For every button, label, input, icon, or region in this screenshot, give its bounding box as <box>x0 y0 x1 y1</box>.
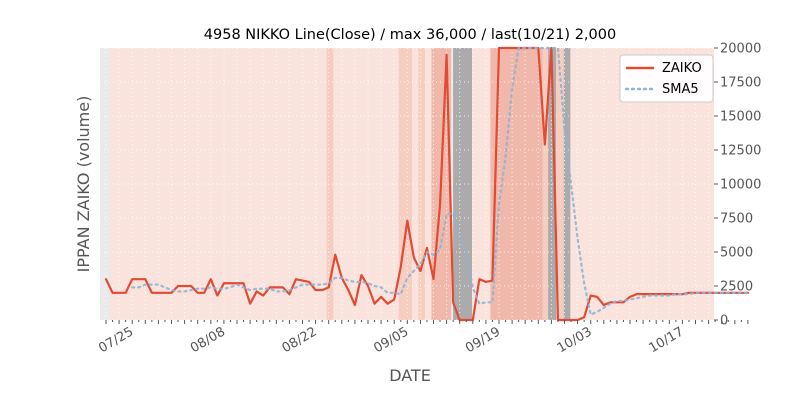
y-tick-label: 10000 <box>720 178 761 193</box>
y-tick-label: 12500 <box>720 144 761 159</box>
y-tick-label: 2500 <box>720 280 753 295</box>
legend-box <box>619 54 714 103</box>
gridlines <box>100 47 749 321</box>
shaded-band <box>556 48 564 320</box>
shaded-band <box>542 48 550 320</box>
shaded-band <box>453 48 473 320</box>
y-axis-title: IPPAN ZAIKO (volume) <box>74 96 93 273</box>
y-tick-label: 17500 <box>720 76 761 91</box>
shaded-band <box>326 48 334 320</box>
chart-title: 4958 NIKKO Line(Close) / max 36,000 / la… <box>204 27 616 43</box>
series-line-sma5 <box>131 46 749 316</box>
y-tick-label: 15000 <box>720 110 761 125</box>
series-lines <box>104 46 749 322</box>
y-tick-label: 7500 <box>720 212 753 227</box>
shaded-band <box>418 48 425 320</box>
legend-label-sma5: SMA5 <box>662 82 699 97</box>
x-axis-title: DATE <box>389 366 431 385</box>
y-tick-label: 0 <box>720 314 728 329</box>
series-line-zaiko <box>104 46 749 322</box>
legend-label-zaiko: ZAIKO <box>662 61 702 76</box>
y-axis-ticks: 0 2500 5000 7500 10000 12500 15000 17500 20000 <box>714 42 761 329</box>
y-tick-label: 20000 <box>720 42 761 57</box>
legend: ZAIKO SMA5 <box>619 54 714 103</box>
shaded-band <box>563 48 571 320</box>
shaded-band <box>110 48 432 320</box>
y-tick-label: 5000 <box>720 246 753 261</box>
